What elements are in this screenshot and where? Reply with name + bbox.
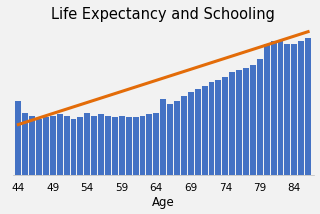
Bar <box>15 101 21 175</box>
Bar <box>126 117 132 175</box>
Bar <box>215 80 221 175</box>
Bar <box>112 117 118 175</box>
Bar <box>147 114 152 175</box>
Bar <box>271 41 276 175</box>
Bar <box>71 119 76 175</box>
Bar <box>98 114 104 175</box>
Bar <box>57 114 63 175</box>
Bar <box>284 44 290 175</box>
Title: Life Expectancy and Schooling: Life Expectancy and Schooling <box>51 7 275 22</box>
Bar <box>84 113 90 175</box>
Bar <box>250 65 256 175</box>
Bar <box>43 117 49 175</box>
Bar <box>188 92 194 175</box>
Bar <box>29 116 35 175</box>
Bar <box>229 72 235 175</box>
Bar <box>195 89 201 175</box>
Bar <box>153 113 159 175</box>
Bar <box>277 41 284 175</box>
Bar <box>264 44 270 175</box>
X-axis label: Age: Age <box>152 196 175 209</box>
Bar <box>167 104 173 175</box>
Bar <box>243 68 249 175</box>
Bar <box>119 116 125 175</box>
Bar <box>236 70 242 175</box>
Bar <box>291 44 297 175</box>
Bar <box>160 99 166 175</box>
Bar <box>202 86 208 175</box>
Bar <box>174 101 180 175</box>
Bar <box>298 41 304 175</box>
Bar <box>133 117 139 175</box>
Bar <box>105 116 111 175</box>
Bar <box>257 59 263 175</box>
Bar <box>222 77 228 175</box>
Bar <box>50 116 56 175</box>
Bar <box>209 82 214 175</box>
Bar <box>181 96 187 175</box>
Bar <box>64 116 69 175</box>
Bar <box>305 38 311 175</box>
Bar <box>22 113 28 175</box>
Bar <box>140 116 145 175</box>
Bar <box>77 117 83 175</box>
Bar <box>36 119 42 175</box>
Bar <box>91 116 97 175</box>
